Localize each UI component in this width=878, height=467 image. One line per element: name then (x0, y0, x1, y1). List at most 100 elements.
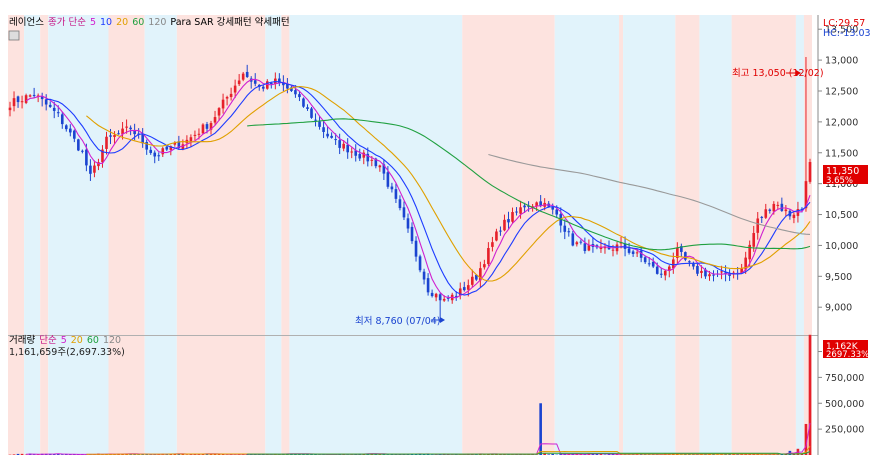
candle (73, 131, 76, 139)
candle (652, 262, 655, 267)
candle (395, 189, 398, 199)
candle (33, 95, 36, 96)
legend-item[interactable]: 60 (87, 335, 99, 346)
candle (161, 148, 164, 154)
candle (467, 285, 470, 290)
candle (785, 210, 788, 212)
current-volume-pct: 2697.33% (826, 350, 869, 360)
candle (338, 140, 341, 148)
candle (125, 127, 128, 128)
candle (752, 233, 755, 247)
candle (515, 212, 518, 213)
candle (507, 219, 510, 222)
trend-band (623, 336, 675, 455)
legend-item[interactable]: 20 (71, 335, 83, 346)
trend-band (699, 15, 731, 335)
legend-item[interactable]: 종가 단순 (48, 17, 86, 28)
candle (77, 139, 80, 150)
candle (190, 137, 193, 141)
legend-item[interactable]: 단순 (39, 335, 57, 346)
candle (81, 151, 84, 152)
candle (29, 95, 32, 96)
candle (563, 226, 566, 232)
legend-item[interactable]: 10 (100, 17, 112, 28)
legend-item[interactable]: 5 (90, 17, 96, 28)
price-tick-label: 12,500 (825, 86, 858, 97)
volume-bar (551, 454, 554, 455)
trend-band (40, 15, 48, 335)
candle (443, 299, 446, 301)
candle (314, 120, 317, 121)
trend-band (675, 15, 699, 335)
legend-item[interactable]: Para SAR 강세패턴 약세패턴 (170, 16, 289, 28)
candle (298, 94, 301, 97)
candle (129, 128, 132, 129)
price-tick-label: 10,000 (825, 241, 858, 252)
candle (330, 136, 333, 138)
candle (644, 257, 647, 262)
candle (584, 243, 587, 251)
candle (306, 107, 309, 109)
legend-item[interactable]: 120 (103, 335, 121, 346)
candle (684, 252, 687, 260)
candle (45, 99, 48, 104)
legend-item[interactable]: 거래량 (9, 334, 35, 346)
candle (89, 166, 92, 174)
trend-band (145, 15, 177, 335)
legend-item[interactable]: 레이언스 (9, 16, 44, 28)
candle (194, 135, 197, 136)
candle (781, 204, 784, 211)
candle (17, 96, 20, 102)
trend-band (289, 336, 462, 455)
legend-item[interactable]: 5 (61, 335, 67, 346)
candle (471, 277, 474, 285)
volume-bar (809, 335, 812, 455)
candle (628, 248, 631, 252)
legend-item[interactable]: 120 (148, 17, 166, 28)
legend-item[interactable]: 60 (132, 17, 144, 28)
candle (113, 135, 116, 137)
trend-band (462, 15, 554, 335)
candle (793, 215, 796, 218)
candle (149, 150, 152, 153)
candle (700, 271, 703, 273)
candle (519, 207, 522, 213)
candle (117, 133, 120, 134)
current-change: 3.65% (826, 176, 853, 186)
candle (399, 199, 402, 208)
collapse-panel-icon[interactable] (9, 31, 19, 40)
price-tick-label: 13,000 (825, 56, 858, 67)
candle (318, 122, 321, 127)
candle (234, 86, 237, 93)
candle (720, 271, 723, 272)
candle (61, 114, 64, 124)
volume-readout: 1,161,659주(2,697.33%) (9, 347, 125, 358)
candle (656, 267, 659, 274)
trend-band (619, 15, 623, 335)
candle (423, 272, 426, 280)
trend-band (8, 15, 24, 335)
candle (246, 72, 249, 77)
candle (391, 187, 394, 190)
candle (491, 242, 494, 247)
candle (495, 231, 498, 240)
candle (226, 97, 229, 99)
candle (326, 134, 329, 137)
trend-band (177, 336, 265, 455)
trend-band (24, 15, 40, 335)
candle (712, 275, 715, 276)
candle (358, 154, 361, 158)
candle (760, 217, 763, 218)
candle (427, 278, 430, 292)
candle (463, 287, 466, 290)
volume-tick-label: 750,000 (825, 373, 864, 384)
volume-bar (547, 454, 550, 455)
candle (153, 153, 156, 157)
min-price-annotation: 최저 8,760 (07/04) (355, 316, 441, 327)
candle (764, 209, 767, 217)
volume-bar (13, 454, 16, 455)
candle (483, 264, 486, 267)
legend-item[interactable]: 20 (116, 17, 128, 28)
